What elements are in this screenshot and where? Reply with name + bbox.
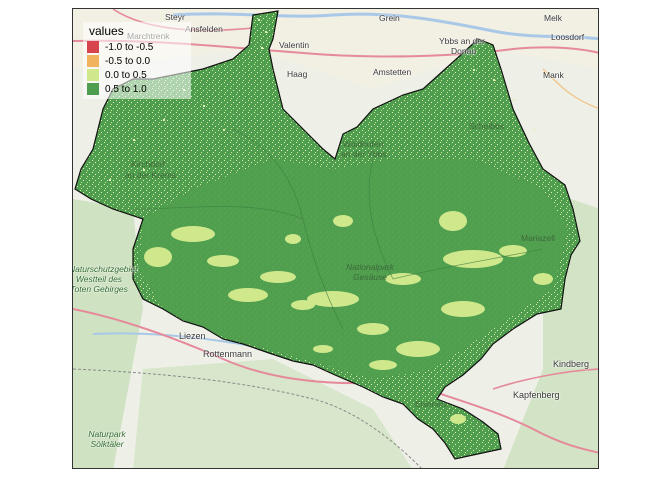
place-label-ybbs: Ybbs an der xyxy=(439,36,485,46)
rail-line xyxy=(73,368,422,468)
place-label-park-west: Naturschutzgebiet Westteil des Toten Geb… xyxy=(72,264,138,294)
place-label-haag: Haag xyxy=(287,69,308,79)
place-label-mank: Mank xyxy=(543,70,564,80)
place-label-waidhofen: Waidhofen xyxy=(343,139,384,149)
place-label-kirchdorf-2: an der Krems xyxy=(125,170,177,180)
place-label-mariazell: Mariazell xyxy=(521,233,556,243)
district-boundaries xyxy=(132,128,544,330)
basemap-forest-east xyxy=(503,189,598,468)
legend-swatch xyxy=(87,83,99,95)
region-outline xyxy=(74,10,581,460)
place-label-steyr: Steyr xyxy=(165,12,185,22)
legend-swatch xyxy=(87,41,99,53)
place-label-rottenmann: Rottenmann xyxy=(203,349,253,359)
place-label-park-np: Nationalpark Gesäuse xyxy=(346,262,394,282)
legend-item: 0.5 to 1.0 xyxy=(87,82,187,96)
legend-swatch xyxy=(87,55,99,67)
map-legend: values -1.0 to -0.5 -0.5 to 0.0 0.0 to 0… xyxy=(83,22,191,99)
raster-light-patches xyxy=(144,211,553,424)
place-label-eisenerz: Eisenerz xyxy=(415,399,449,409)
legend-label: 0.5 to 1.0 xyxy=(105,83,147,95)
legend-item: -1.0 to -0.5 xyxy=(87,40,187,54)
place-label-amstetten: Amstetten xyxy=(373,67,412,77)
place-label-grein: Grein xyxy=(379,13,400,23)
legend-label: -0.5 to 0.0 xyxy=(105,55,151,67)
place-label-ybbs-2: Donau xyxy=(451,46,477,56)
legend-item: -0.5 to 0.0 xyxy=(87,54,187,68)
place-label-ansfelden: Ansfelden xyxy=(185,24,223,34)
legend-label: -1.0 to -0.5 xyxy=(105,41,154,53)
basemap-lowland-north xyxy=(73,9,598,89)
place-label-scheibbs: Scheibbs xyxy=(469,121,504,131)
place-label-kirchdorf: Kirchdorf xyxy=(131,159,166,169)
basemap-forest-south xyxy=(133,359,412,468)
road-minor-east xyxy=(542,68,598,109)
place-label-melk: Melk xyxy=(544,13,562,23)
place-label-kapfenberg: Kapfenberg xyxy=(513,390,560,400)
place-label-kindberg: Kindberg xyxy=(553,359,590,369)
legend-label: 0.0 to 0.5 xyxy=(105,69,147,81)
road-southwest xyxy=(73,308,404,385)
road-east xyxy=(492,368,598,390)
legend-title: values xyxy=(89,24,124,38)
legend-item: 0.0 to 0.5 xyxy=(87,68,187,82)
place-label-liezen: Liezen xyxy=(179,331,206,341)
legend-swatch xyxy=(87,69,99,81)
place-label-park-solk: Naturpark Sölktäler xyxy=(88,429,126,449)
place-label-waidhofen-2: an der Ybbs xyxy=(341,149,387,159)
place-label-loosdorf: Loosdorf xyxy=(551,32,585,42)
raster-speckle-north xyxy=(109,19,535,181)
place-label-valentin: Valentin xyxy=(279,40,310,50)
